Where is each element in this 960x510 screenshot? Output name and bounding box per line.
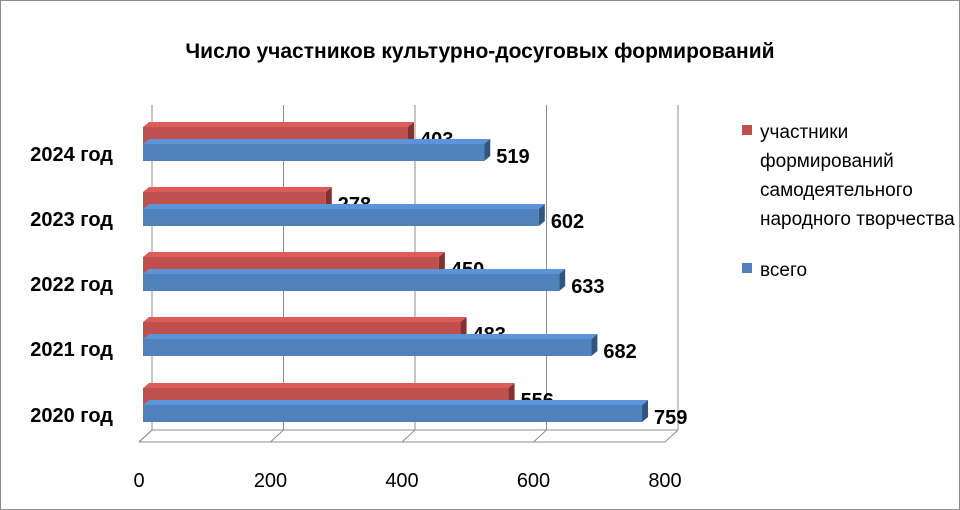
- chart-legend: участники формирований самодеятельного н…: [742, 118, 957, 307]
- data-label-1-3: 682: [603, 341, 636, 363]
- floor-gridline-1: [270, 429, 284, 443]
- bar-end-1-4: [642, 400, 649, 422]
- bar-top-0-4: [143, 383, 515, 388]
- bar-end-1-2: [559, 269, 566, 291]
- bar-top-0-0: [143, 122, 414, 127]
- floor-gridline-2: [401, 429, 416, 443]
- legend-swatch-participants: [742, 125, 752, 135]
- bar-1-4: [143, 405, 643, 422]
- x-tick-label-0: 0: [133, 470, 144, 492]
- category-label-4: 2020 год: [30, 405, 113, 427]
- x-tick-label-3: 600: [517, 470, 550, 492]
- bar-end-0-2: [438, 252, 445, 274]
- data-label-1-1: 602: [551, 211, 584, 233]
- legend-item-participants: участники формирований самодеятельного н…: [742, 118, 957, 234]
- bar-end-1-1: [538, 204, 545, 226]
- category-label-1: 2023 год: [30, 209, 113, 231]
- legend-swatch-total: [742, 263, 752, 273]
- bar-1-2: [143, 274, 560, 291]
- bar-top-1-2: [143, 269, 566, 274]
- bar-1-1: [143, 209, 539, 226]
- x-tick-label-4: 800: [648, 470, 681, 492]
- y-axis-line: [138, 429, 153, 443]
- category-label-3: 2021 год: [30, 339, 113, 361]
- bar-top-1-1: [143, 204, 545, 209]
- floor-gridline-4: [664, 429, 679, 443]
- bar-end-0-0: [407, 122, 414, 144]
- bar-top-0-1: [143, 187, 332, 192]
- bar-end-0-3: [460, 317, 467, 339]
- bar-end-1-0: [484, 139, 491, 161]
- floor-gridline-3: [533, 429, 547, 443]
- bar-top-1-3: [143, 334, 598, 339]
- x-tick-label-1: 200: [254, 470, 287, 492]
- data-label-1-0: 519: [496, 146, 529, 168]
- chart-title: Число участников культурно-досуговых фор…: [185, 40, 775, 63]
- bar-top-0-2: [143, 252, 445, 257]
- legend-label-participants: участники формирований самодеятельного н…: [760, 122, 955, 230]
- category-label-0: 2024 год: [30, 144, 113, 166]
- x-tick-label-2: 400: [385, 470, 418, 492]
- bar-end-0-1: [325, 187, 332, 209]
- bar-top-1-4: [143, 400, 649, 405]
- bar-1-0: [143, 144, 485, 161]
- bar-end-0-4: [508, 383, 515, 405]
- bar-1-3: [143, 339, 592, 356]
- bar-top-0-3: [143, 317, 467, 322]
- category-label-2: 2022 год: [30, 274, 113, 296]
- data-label-1-2: 633: [571, 276, 604, 298]
- bar-top-1-0: [143, 139, 491, 144]
- data-label-1-4: 759: [654, 407, 687, 429]
- legend-item-total: всего: [742, 256, 957, 285]
- bar-end-1-3: [591, 334, 598, 356]
- legend-label-total: всего: [760, 260, 808, 281]
